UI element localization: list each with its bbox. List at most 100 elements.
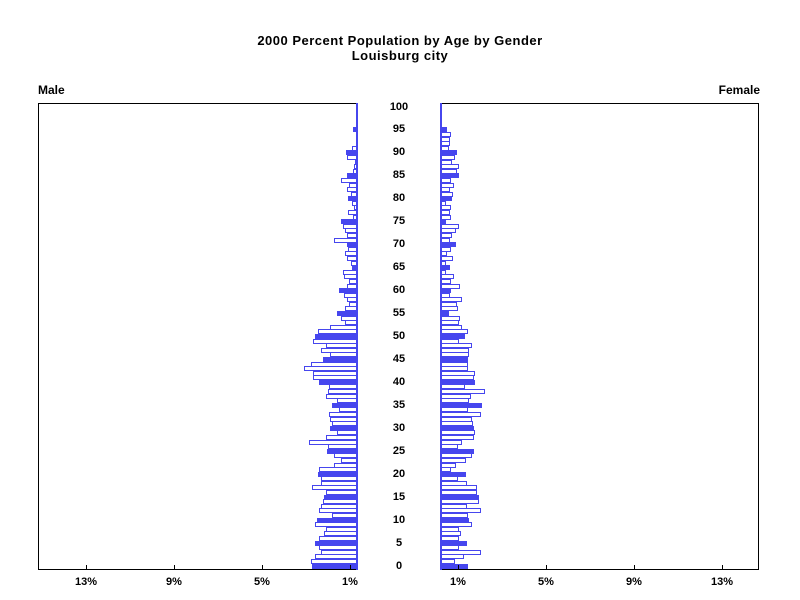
male-bar-age-3 xyxy=(321,550,358,555)
age-tick-label-35: 35 xyxy=(392,399,406,411)
female-bar-age-47 xyxy=(440,348,469,353)
female-bar-age-86 xyxy=(440,169,457,174)
male-bar-age-30 xyxy=(330,426,358,431)
age-tick-label-95: 95 xyxy=(392,123,406,135)
female-bar-age-49 xyxy=(440,339,459,344)
male-bar-age-10 xyxy=(317,518,358,523)
left-axis-tick-13pct xyxy=(86,565,87,569)
female-bar-age-10 xyxy=(440,518,469,523)
right-axis-label-5pct: 5% xyxy=(538,576,554,588)
male-bar-age-32 xyxy=(330,417,358,422)
male-bar-age-0 xyxy=(312,564,358,569)
female-bar-age-16 xyxy=(440,490,477,495)
male-bar-age-1 xyxy=(311,559,358,564)
female-bar-age-61 xyxy=(440,284,460,289)
left-axis-label-5pct: 5% xyxy=(254,576,270,588)
female-bar-age-40 xyxy=(440,380,475,385)
male-bar-age-50 xyxy=(315,334,358,339)
female-zero-axis-line xyxy=(440,103,442,570)
right-axis-tick-1pct xyxy=(458,565,459,569)
female-bar-age-74 xyxy=(440,224,459,229)
male-bar-age-35 xyxy=(332,403,358,408)
female-bar-age-22 xyxy=(440,463,456,468)
female-bar-age-25 xyxy=(440,449,474,454)
female-bar-age-18 xyxy=(440,481,467,486)
female-panel-label: Female xyxy=(718,83,760,97)
female-bar-age-13 xyxy=(440,504,467,509)
age-tick-label-65: 65 xyxy=(392,261,406,273)
male-bar-age-33 xyxy=(329,412,358,417)
female-bar-age-38 xyxy=(440,389,485,394)
female-bar-age-50 xyxy=(440,334,465,339)
age-tick-label-10: 10 xyxy=(392,514,406,526)
female-bar-age-1 xyxy=(440,559,455,564)
female-bar-age-57 xyxy=(440,302,457,307)
right-axis-tick-9pct xyxy=(634,565,635,569)
male-bar-age-40 xyxy=(319,380,358,385)
age-tick-label-60: 60 xyxy=(392,284,406,296)
female-bar-age-6 xyxy=(440,536,459,541)
female-bar-age-44 xyxy=(440,362,468,367)
male-bar-age-28 xyxy=(326,435,358,440)
male-bar-age-55 xyxy=(337,311,358,316)
age-tick-label-85: 85 xyxy=(392,169,406,181)
right-axis-label-13pct: 13% xyxy=(710,576,734,588)
female-bar-age-15 xyxy=(440,495,479,500)
age-tick-label-70: 70 xyxy=(392,238,406,250)
female-bar-age-83 xyxy=(440,183,454,188)
age-tick-label-5: 5 xyxy=(395,537,403,549)
left-axis-label-13pct: 13% xyxy=(74,576,98,588)
left-axis-label-1pct: 1% xyxy=(342,576,358,588)
female-bar-age-54 xyxy=(440,316,460,321)
male-bar-age-47 xyxy=(321,348,358,353)
male-bar-age-5 xyxy=(315,541,358,546)
chart-title: 2000 Percent Population by Age by Gender… xyxy=(0,33,800,63)
male-bar-age-37 xyxy=(326,394,358,399)
female-bar-age-20 xyxy=(440,472,466,477)
male-bar-age-13 xyxy=(321,504,358,509)
male-bar-age-11 xyxy=(332,513,358,518)
female-panel-frame xyxy=(440,103,759,570)
age-tick-label-55: 55 xyxy=(392,307,406,319)
female-bar-age-11 xyxy=(440,513,468,518)
left-axis-tick-5pct xyxy=(262,565,263,569)
male-bar-age-42 xyxy=(313,371,358,376)
male-bar-age-20 xyxy=(318,472,358,477)
female-bar-age-3 xyxy=(440,550,481,555)
female-bar-age-32 xyxy=(440,417,472,422)
right-axis-label-9pct: 9% xyxy=(626,576,642,588)
age-tick-label-20: 20 xyxy=(392,468,406,480)
female-bar-age-23 xyxy=(440,458,466,463)
male-bar-age-15 xyxy=(324,495,358,500)
male-bar-age-49 xyxy=(313,339,358,344)
age-tick-label-90: 90 xyxy=(392,146,406,158)
female-bar-age-30 xyxy=(440,426,474,431)
female-bar-age-35 xyxy=(440,403,482,408)
age-tick-label-75: 75 xyxy=(392,215,406,227)
female-bar-age-5 xyxy=(440,541,467,546)
female-bar-age-45 xyxy=(440,357,468,362)
right-axis-label-1pct: 1% xyxy=(450,576,466,588)
right-axis-tick-5pct xyxy=(546,565,547,569)
age-tick-label-80: 80 xyxy=(392,192,406,204)
male-bar-age-71 xyxy=(334,238,358,243)
age-tick-label-45: 45 xyxy=(392,353,406,365)
male-bar-age-38 xyxy=(328,389,358,394)
left-axis-label-9pct: 9% xyxy=(166,576,182,588)
female-bar-age-8 xyxy=(440,527,459,532)
left-axis-tick-9pct xyxy=(174,565,175,569)
female-bar-age-37 xyxy=(440,394,471,399)
age-tick-label-25: 25 xyxy=(392,445,406,457)
female-bar-age-27 xyxy=(440,440,462,445)
age-tick-label-0: 0 xyxy=(395,560,403,572)
male-bar-age-27 xyxy=(309,440,358,445)
male-bar-age-44 xyxy=(311,362,358,367)
chart-title-line1: 2000 Percent Population by Age by Gender xyxy=(257,33,543,48)
age-tick-label-50: 50 xyxy=(392,330,406,342)
right-axis-tick-13pct xyxy=(722,565,723,569)
female-bar-age-42 xyxy=(440,371,475,376)
male-bar-age-25 xyxy=(327,449,358,454)
male-panel-label: Male xyxy=(38,83,65,97)
age-tick-label-30: 30 xyxy=(392,422,406,434)
